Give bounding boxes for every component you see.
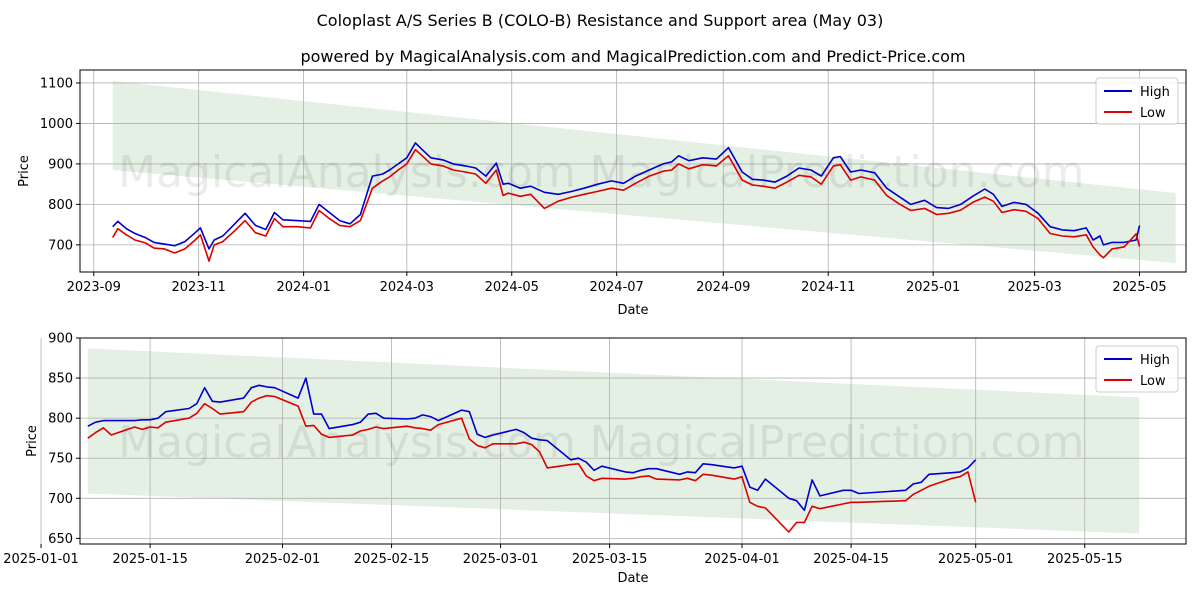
- y-tick-label: 900: [48, 157, 73, 172]
- x-tick-label: 2024-01: [276, 280, 330, 295]
- x-tick-label: 2025-02-01: [245, 552, 321, 567]
- legend-label: Low: [1140, 374, 1166, 389]
- resistance-support-band: [87, 348, 1140, 534]
- x-tick-label: 2025-01-01: [3, 552, 79, 567]
- watermark-text: MagicalPrediction.com: [590, 417, 1085, 468]
- x-axis-label: Date: [617, 303, 648, 318]
- chart-subtitle: powered by MagicalAnalysis.com and Magic…: [300, 47, 965, 66]
- x-tick-label: 2025-05-01: [938, 552, 1014, 567]
- watermark-text: MagicalAnalysis.com: [118, 147, 576, 198]
- x-tick-label: 2025-05: [1112, 280, 1166, 295]
- y-tick-label: 700: [48, 238, 73, 253]
- high-price-line: [87, 377, 977, 512]
- x-tick-label: 2023-11: [172, 280, 226, 295]
- x-axis-label: Date: [617, 571, 648, 586]
- y-tick-label: 750: [48, 452, 73, 467]
- y-tick-label: 800: [48, 412, 73, 427]
- low-price-line: [87, 394, 977, 533]
- x-tick-label: 2025-03-15: [572, 552, 648, 567]
- y-axis-label: Price: [25, 425, 40, 457]
- plot-frame: [79, 337, 1187, 545]
- watermark-text: MagicalPrediction.com: [590, 147, 1085, 198]
- legend: High Low: [1095, 77, 1179, 125]
- y-tick-label: 1100: [40, 76, 73, 91]
- x-tick-label: 2025-05-15: [1047, 552, 1123, 567]
- top-chart-panel: MagicalAnalysis.com MagicalPrediction.com…: [17, 69, 1187, 318]
- legend-label: Low: [1140, 106, 1166, 121]
- legend-label: High: [1140, 85, 1170, 100]
- x-tick-label: 2025-02-15: [354, 552, 430, 567]
- y-tick-label: 850: [48, 372, 73, 387]
- x-tick-label: 2024-03: [380, 280, 434, 295]
- y-axis-label: Price: [17, 155, 32, 187]
- x-tick-label: 2025-01: [906, 280, 960, 295]
- y-tick-label: 900: [48, 332, 73, 347]
- x-tick-label: 2025-04-15: [813, 552, 889, 567]
- y-tick-label: 700: [48, 492, 73, 507]
- y-tick-label: 800: [48, 198, 73, 213]
- x-tick-label: 2024-05: [485, 280, 539, 295]
- x-tick-label: 2025-03-01: [463, 552, 539, 567]
- x-tick-label: 2023-09: [67, 280, 121, 295]
- watermark-text: MagicalAnalysis.com: [118, 417, 576, 468]
- high-price-line: [112, 142, 1141, 250]
- plot-frame: [79, 69, 1187, 273]
- legend: High Low: [1095, 345, 1179, 393]
- x-tick-label: 2024-11: [801, 280, 855, 295]
- x-tick-label: 2025-03: [1007, 280, 1061, 295]
- x-tick-label: 2025-04-01: [704, 552, 780, 567]
- y-tick-label: 650: [48, 532, 73, 547]
- chart-title: Coloplast A/S Series B (COLO-B) Resistan…: [317, 11, 884, 30]
- y-tick-label: 1000: [40, 117, 73, 132]
- bottom-chart-panel: MagicalAnalysis.com MagicalPrediction.com…: [3, 332, 1187, 586]
- x-tick-label: 2024-07: [589, 280, 643, 295]
- legend-label: High: [1140, 353, 1170, 368]
- low-price-line: [112, 148, 1141, 262]
- x-tick-label: 2025-01-15: [112, 552, 188, 567]
- x-tick-label: 2024-09: [696, 280, 750, 295]
